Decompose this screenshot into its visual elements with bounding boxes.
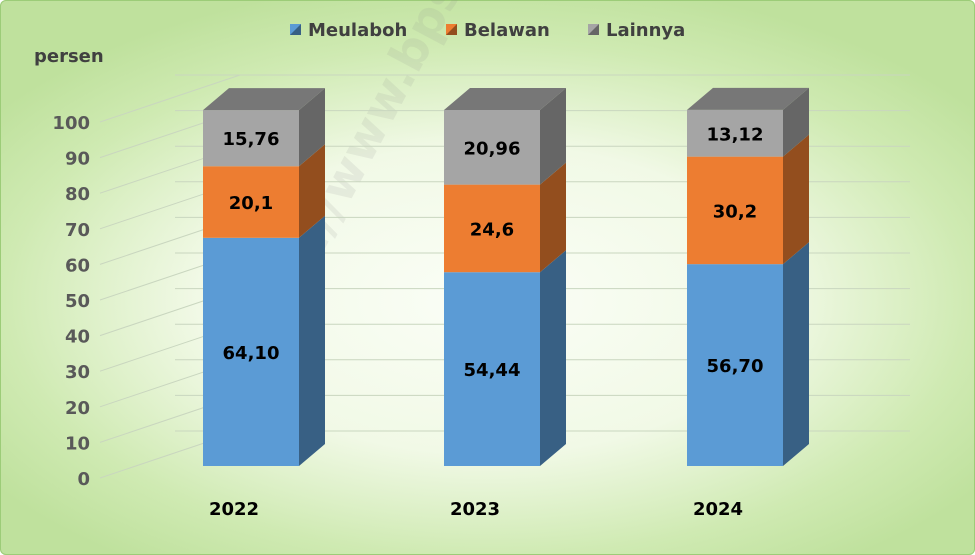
bars: 64,10 20,1 15,76 54,44 24,6 20,96 56,70 30,2 13,… <box>203 87 809 466</box>
legend-label-meulaboh: Meulaboh <box>308 20 407 41</box>
bar-lainnya-2022 <box>203 110 299 167</box>
bar-side-meulaboh-2022 <box>299 215 325 466</box>
bar-meulaboh-2023 <box>444 272 540 466</box>
y-tick-label-60: 60 <box>65 255 90 276</box>
y-tick-label-90: 90 <box>65 149 90 170</box>
y-tick-label-100: 100 <box>52 113 90 134</box>
x-axis-labels: 2022 2023 2024 <box>209 499 743 520</box>
data-label-meulaboh-2024: 56,70 <box>707 356 764 377</box>
bar-stack-2022: 64,10 20,1 15,76 <box>203 88 325 466</box>
data-label-belawan-2024: 30,2 <box>713 201 757 222</box>
legend-swatch-shade-belawan <box>446 24 457 35</box>
bar-belawan-2023 <box>444 184 540 273</box>
data-label-belawan-2023: 24,6 <box>470 219 514 240</box>
x-tick-label-2022: 2022 <box>209 499 259 520</box>
bar-belawan-2024 <box>687 156 783 265</box>
bar-meulaboh-2022 <box>203 237 299 466</box>
y-tick-label-40: 40 <box>65 327 90 348</box>
y-axis-ticks: 0 10 20 30 40 50 60 70 80 90 100 <box>52 113 90 490</box>
bar-lainnya-2024 <box>687 109 783 157</box>
bar-top-2024 <box>687 87 809 110</box>
data-label-meulaboh-2022: 64,10 <box>223 343 280 364</box>
y-tick-label-70: 70 <box>65 220 90 241</box>
bar-side-meulaboh-2023 <box>540 250 566 466</box>
y-tick-label-30: 30 <box>65 362 90 383</box>
y-tick-label-0: 0 <box>77 469 90 490</box>
bar-belawan-2022 <box>203 166 299 238</box>
legend: Meulaboh Belawan Lainnya <box>290 20 685 41</box>
bar-side-belawan-2023 <box>540 162 566 273</box>
bar-top-2023 <box>444 88 566 110</box>
bar-side-belawan-2024 <box>783 134 809 265</box>
legend-swatch-shade-meulaboh <box>290 24 301 35</box>
bar-top-2022 <box>203 88 325 111</box>
bar-meulaboh-2024 <box>687 264 783 466</box>
bar-lainnya-2023 <box>444 110 540 185</box>
bar-side-belawan-2022 <box>299 144 325 238</box>
data-label-lainnya-2023: 20,96 <box>464 138 521 159</box>
bar-stack-2023: 54,44 24,6 20,96 <box>444 88 566 466</box>
legend-label-belawan: Belawan <box>464 20 550 41</box>
y-axis-unit-label: persen <box>34 46 104 67</box>
bar-side-lainnya-2024 <box>783 87 809 157</box>
data-label-lainnya-2024: 13,12 <box>707 124 764 145</box>
bar-side-lainnya-2022 <box>299 88 325 167</box>
legend-swatch-shade-lainnya <box>588 24 599 35</box>
legend-label-lainnya: Lainnya <box>606 20 685 41</box>
bar-side-lainnya-2023 <box>540 88 566 185</box>
data-label-meulaboh-2023: 54,44 <box>464 360 521 381</box>
x-tick-label-2023: 2023 <box>450 499 500 520</box>
y-tick-label-80: 80 <box>65 184 90 205</box>
bar-stack-2024: 56,70 30,2 13,12 <box>687 87 809 466</box>
data-label-lainnya-2022: 15,76 <box>223 129 280 150</box>
x-tick-label-2024: 2024 <box>693 499 743 520</box>
y-tick-label-20: 20 <box>65 398 90 419</box>
data-label-belawan-2022: 20,1 <box>229 193 273 214</box>
gridline-depth-100 <box>99 74 241 123</box>
y-tick-label-50: 50 <box>65 291 90 312</box>
bar-side-meulaboh-2024 <box>783 242 809 466</box>
y-tick-label-10: 10 <box>65 433 90 454</box>
